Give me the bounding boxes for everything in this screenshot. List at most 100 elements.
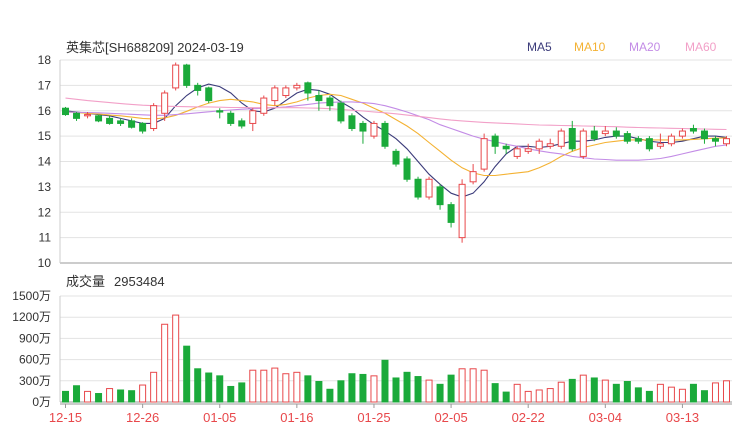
candle-down [62, 107, 70, 116]
candle-up [161, 92, 169, 114]
volume-bar-up [557, 381, 565, 403]
volume-y-axis: 0万 300万 600万 900万 1200万 1500万 [12, 289, 51, 409]
candle-down [645, 138, 653, 150]
candle-down [117, 120, 125, 124]
volume-bar-down [315, 381, 323, 403]
volume-bar-up [84, 390, 92, 403]
candle-up [282, 87, 290, 97]
candle-down [634, 138, 642, 142]
volume-bar-up [282, 373, 290, 403]
candle-down [315, 95, 323, 102]
x-tick-label: 01-05 [203, 410, 236, 425]
candle-up [370, 122, 378, 137]
x-tick-label: 03-13 [666, 410, 699, 425]
legend-ma5: MA5 [527, 40, 552, 54]
candle-down [612, 130, 620, 137]
candle-down [128, 120, 136, 128]
volume-bar-up [271, 367, 279, 403]
candle-up [480, 138, 488, 170]
volume-bar-down [348, 373, 356, 403]
volume-bar-up [370, 375, 378, 403]
volume-bar-up [513, 383, 521, 403]
volume-bar-down [568, 378, 576, 403]
volume-bar-down [183, 345, 191, 403]
candlesticks [62, 62, 730, 243]
candle-down [436, 186, 444, 206]
candle-down [304, 82, 312, 94]
candle-up [546, 143, 554, 147]
volume-bar-up [425, 379, 433, 403]
candle-up [524, 148, 532, 152]
price-y-axis: 10 11 12 13 14 15 16 17 18 [38, 53, 52, 270]
volume-bar-down [227, 385, 235, 403]
volume-tick-label: 300万 [19, 374, 51, 388]
volume-bar-up [667, 386, 675, 403]
volume-bars [62, 314, 730, 403]
candle-up [722, 138, 730, 145]
volume-bar-up [535, 389, 543, 403]
moving-average-lines [65, 83, 727, 198]
candle-up [271, 87, 279, 102]
volume-bar-down [304, 375, 312, 403]
volume-bar-down [95, 393, 103, 403]
volume-bar-down [205, 372, 213, 403]
volume-bar-up [249, 369, 257, 403]
volume-bar-down [436, 383, 444, 403]
price-tick-label: 10 [38, 256, 52, 270]
ma-line-ma60 [65, 97, 727, 131]
candle-down [502, 145, 510, 150]
candle-up [293, 84, 301, 89]
candle-up [601, 130, 609, 135]
x-tick-label: 12-26 [126, 410, 159, 425]
volume-bar-up [150, 371, 158, 403]
candle-down [95, 115, 103, 122]
volume-bar-up [139, 384, 147, 403]
candle-up [469, 171, 477, 183]
candle-up [458, 183, 466, 239]
volume-tick-label: 1500万 [12, 289, 51, 303]
price-tick-label: 15 [38, 129, 52, 143]
volume-bar-down [414, 376, 422, 403]
x-tick-label: 02-05 [434, 410, 467, 425]
candle-down [194, 84, 202, 91]
candle-down [491, 135, 499, 147]
price-tick-label: 11 [39, 231, 52, 245]
candle-up [84, 114, 92, 117]
volume-bar-up [458, 368, 466, 403]
volume-bar-down [634, 387, 642, 403]
candle-down [700, 130, 708, 140]
volume-bar-down [700, 390, 708, 403]
x-tick-label: 03-04 [589, 410, 622, 425]
volume-bar-up [106, 388, 114, 403]
candle-up [678, 130, 686, 137]
volume-bar-down [381, 359, 389, 403]
candle-down [381, 122, 389, 147]
candle-down [337, 102, 345, 122]
volume-bar-down [216, 375, 224, 403]
volume-title-label: 成交量 [66, 274, 105, 289]
x-tick-label: 01-25 [357, 410, 390, 425]
volume-tick-label: 1200万 [12, 310, 51, 324]
candle-down [183, 64, 191, 86]
candle-down [403, 158, 411, 180]
volume-bar-down [238, 382, 246, 403]
candle-down [689, 128, 697, 132]
price-tick-label: 16 [38, 104, 52, 118]
candle-down [73, 112, 81, 119]
price-chart-title: 英集芯[SH688209] 2024-03-19 [66, 40, 244, 55]
volume-title-value: 2953484 [114, 274, 165, 289]
candle-down [205, 87, 213, 102]
candle-down [106, 117, 114, 124]
candle-down [392, 150, 400, 165]
candle-up [557, 130, 565, 147]
volume-bar-down [392, 377, 400, 403]
candle-up [150, 105, 158, 130]
candle-down [359, 122, 367, 132]
candle-up [656, 143, 664, 147]
candle-down [216, 110, 224, 113]
x-tick-label: 02-22 [512, 410, 545, 425]
candle-down [238, 120, 246, 127]
volume-bar-down [337, 380, 345, 403]
candle-down [623, 133, 631, 142]
volume-bar-down [612, 383, 620, 403]
